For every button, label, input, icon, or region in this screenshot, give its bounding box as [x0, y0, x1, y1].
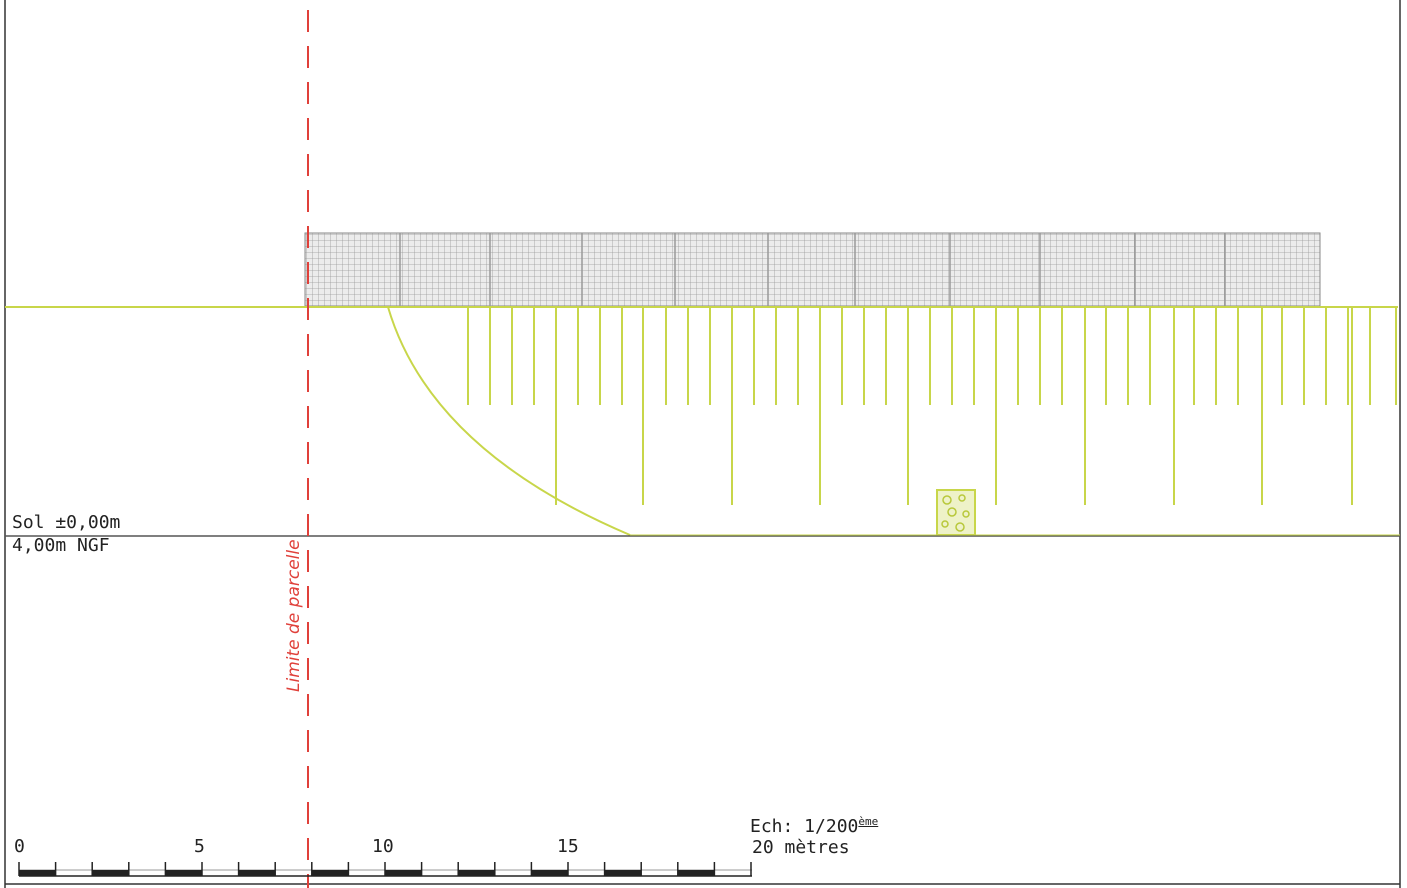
parcel-limit-label: Limite de parcelle: [284, 539, 304, 692]
scale-segment: [19, 870, 56, 876]
scale-segment: [604, 870, 642, 876]
scale-length-label: 20 mètres: [752, 837, 850, 858]
scale-title: Ech: 1/200ème: [750, 812, 878, 837]
scale-ratio-suffix: ème: [858, 815, 879, 828]
shrub-symbol: [936, 489, 976, 536]
scale-segment: [677, 870, 715, 876]
scale-tick-label: 15: [557, 836, 579, 857]
scale-segment: [165, 870, 202, 876]
scale-segment: [458, 870, 495, 876]
scale-tick-label: 10: [372, 836, 394, 857]
scale-bar: [18, 862, 752, 877]
scale-segment: [92, 870, 129, 876]
scale-segment: [531, 870, 568, 876]
scale-segment: [238, 870, 276, 876]
root-hatch-short: [467, 307, 1397, 405]
solar-panel-array: [304, 232, 1321, 307]
scale-segment: [385, 870, 422, 876]
ground-level-label: Sol ±0,00m: [12, 512, 121, 533]
scale-tick-label: 0: [14, 836, 25, 857]
ngf-level-label: 4,00m NGF: [12, 535, 110, 556]
root-zone-arc: [387, 306, 631, 536]
scale-segment: [311, 870, 349, 876]
root-hatch-long: [555, 307, 1353, 505]
scale-ratio: Ech: 1/200: [750, 816, 859, 837]
scale-tick-label: 5: [194, 836, 205, 857]
